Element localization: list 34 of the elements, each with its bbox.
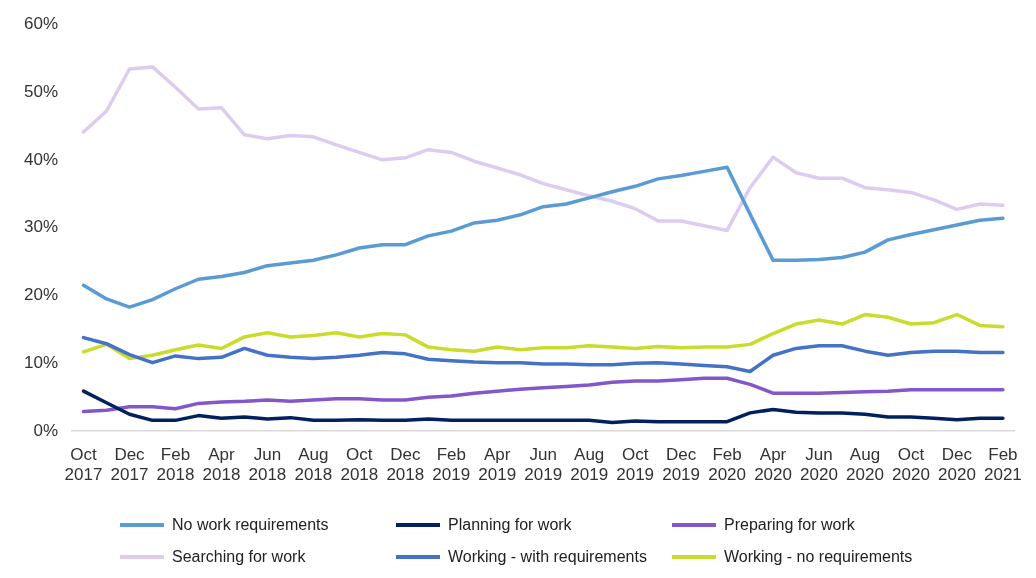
y-tick-label: 60% [23,13,59,33]
y-tick-label: 50% [23,81,59,101]
x-tick-label: Apr 2020 [754,445,792,485]
x-tick-label: Oct 2020 [892,445,930,485]
x-tick-label: Feb 2018 [156,445,195,485]
y-tick-label: 20% [23,285,59,305]
legend-label: Working - no requirements [724,548,913,566]
x-tick-label: Dec 2018 [386,445,425,485]
y-tick-label: 30% [23,217,59,237]
legend-label: Working - with requirements [448,548,647,566]
x-tick-label: Jun 2018 [248,445,287,485]
x-tick-label: Apr 2018 [202,445,241,485]
x-tick-label: Dec 2019 [662,445,701,485]
x-tick-label: Oct 2017 [64,445,103,485]
x-tick-label: Dec 2017 [110,445,149,485]
x-tick-label: Feb 2020 [708,445,746,485]
legend-label: Searching for work [172,548,306,566]
legend-label: No work requirements [172,516,329,534]
x-tick-label: Jun 2020 [800,445,838,485]
x-tick-label: Feb 2021 [983,445,1022,485]
legend-label: Planning for work [448,516,572,534]
x-tick-label: Aug 2018 [294,445,333,485]
legend-label: Preparing for work [724,516,855,534]
x-tick-label: Aug 2020 [846,445,884,485]
y-tick-label: 0% [33,420,59,440]
x-tick-label: Oct 2018 [340,445,379,485]
x-tick-label: Feb 2019 [432,445,471,485]
x-tick-label: Apr 2019 [478,445,517,485]
y-tick-label: 10% [23,353,59,373]
x-tick-label: Jun 2019 [524,445,563,485]
x-tick-label: Oct 2019 [616,445,655,485]
y-tick-label: 40% [23,149,59,169]
x-tick-label: Aug 2019 [570,445,609,485]
x-tick-label: Dec 2020 [938,445,976,485]
